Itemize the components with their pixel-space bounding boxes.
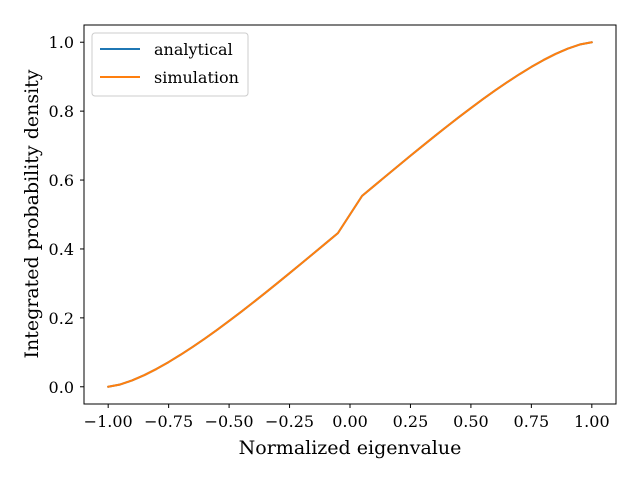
y-axis-ticks: 0.0 0.2 0.4 0.6 0.8 1.0 [49, 33, 84, 397]
x-axis-label: Normalized eigenvalue [239, 437, 462, 459]
plot-frame [83, 24, 617, 405]
legend-label-simulation: simulation [154, 68, 239, 87]
x-tick-label: −1.00 [84, 412, 133, 431]
y-tick-label: 0.8 [49, 102, 74, 121]
x-tick-label: −0.50 [205, 412, 254, 431]
series-layer [107, 41, 593, 388]
x-tick-label: 0.75 [514, 412, 550, 431]
x-tick-label: −0.75 [144, 412, 193, 431]
x-tick-label: 0.25 [393, 412, 429, 431]
y-tick-label: 0.4 [49, 240, 74, 259]
x-tick-label: 0.00 [332, 412, 368, 431]
y-tick-label: 1.0 [49, 33, 74, 52]
series-line-simulation [107, 41, 593, 388]
y-tick-label: 0.6 [49, 171, 74, 190]
legend-label-analytical: analytical [154, 40, 233, 59]
x-tick-label: 1.00 [574, 412, 610, 431]
x-tick-label: 0.50 [453, 412, 489, 431]
x-tick-label: −0.25 [265, 412, 314, 431]
y-tick-label: 0.2 [49, 309, 74, 328]
x-axis-ticks: −1.00 −0.75 −0.50 −0.25 0.00 0.25 0.50 0.75 1.00 [84, 404, 610, 431]
legend: analytical simulation [91, 32, 249, 97]
y-tick-label: 0.0 [49, 378, 74, 397]
y-axis-label: Integrated probability density [21, 69, 43, 358]
